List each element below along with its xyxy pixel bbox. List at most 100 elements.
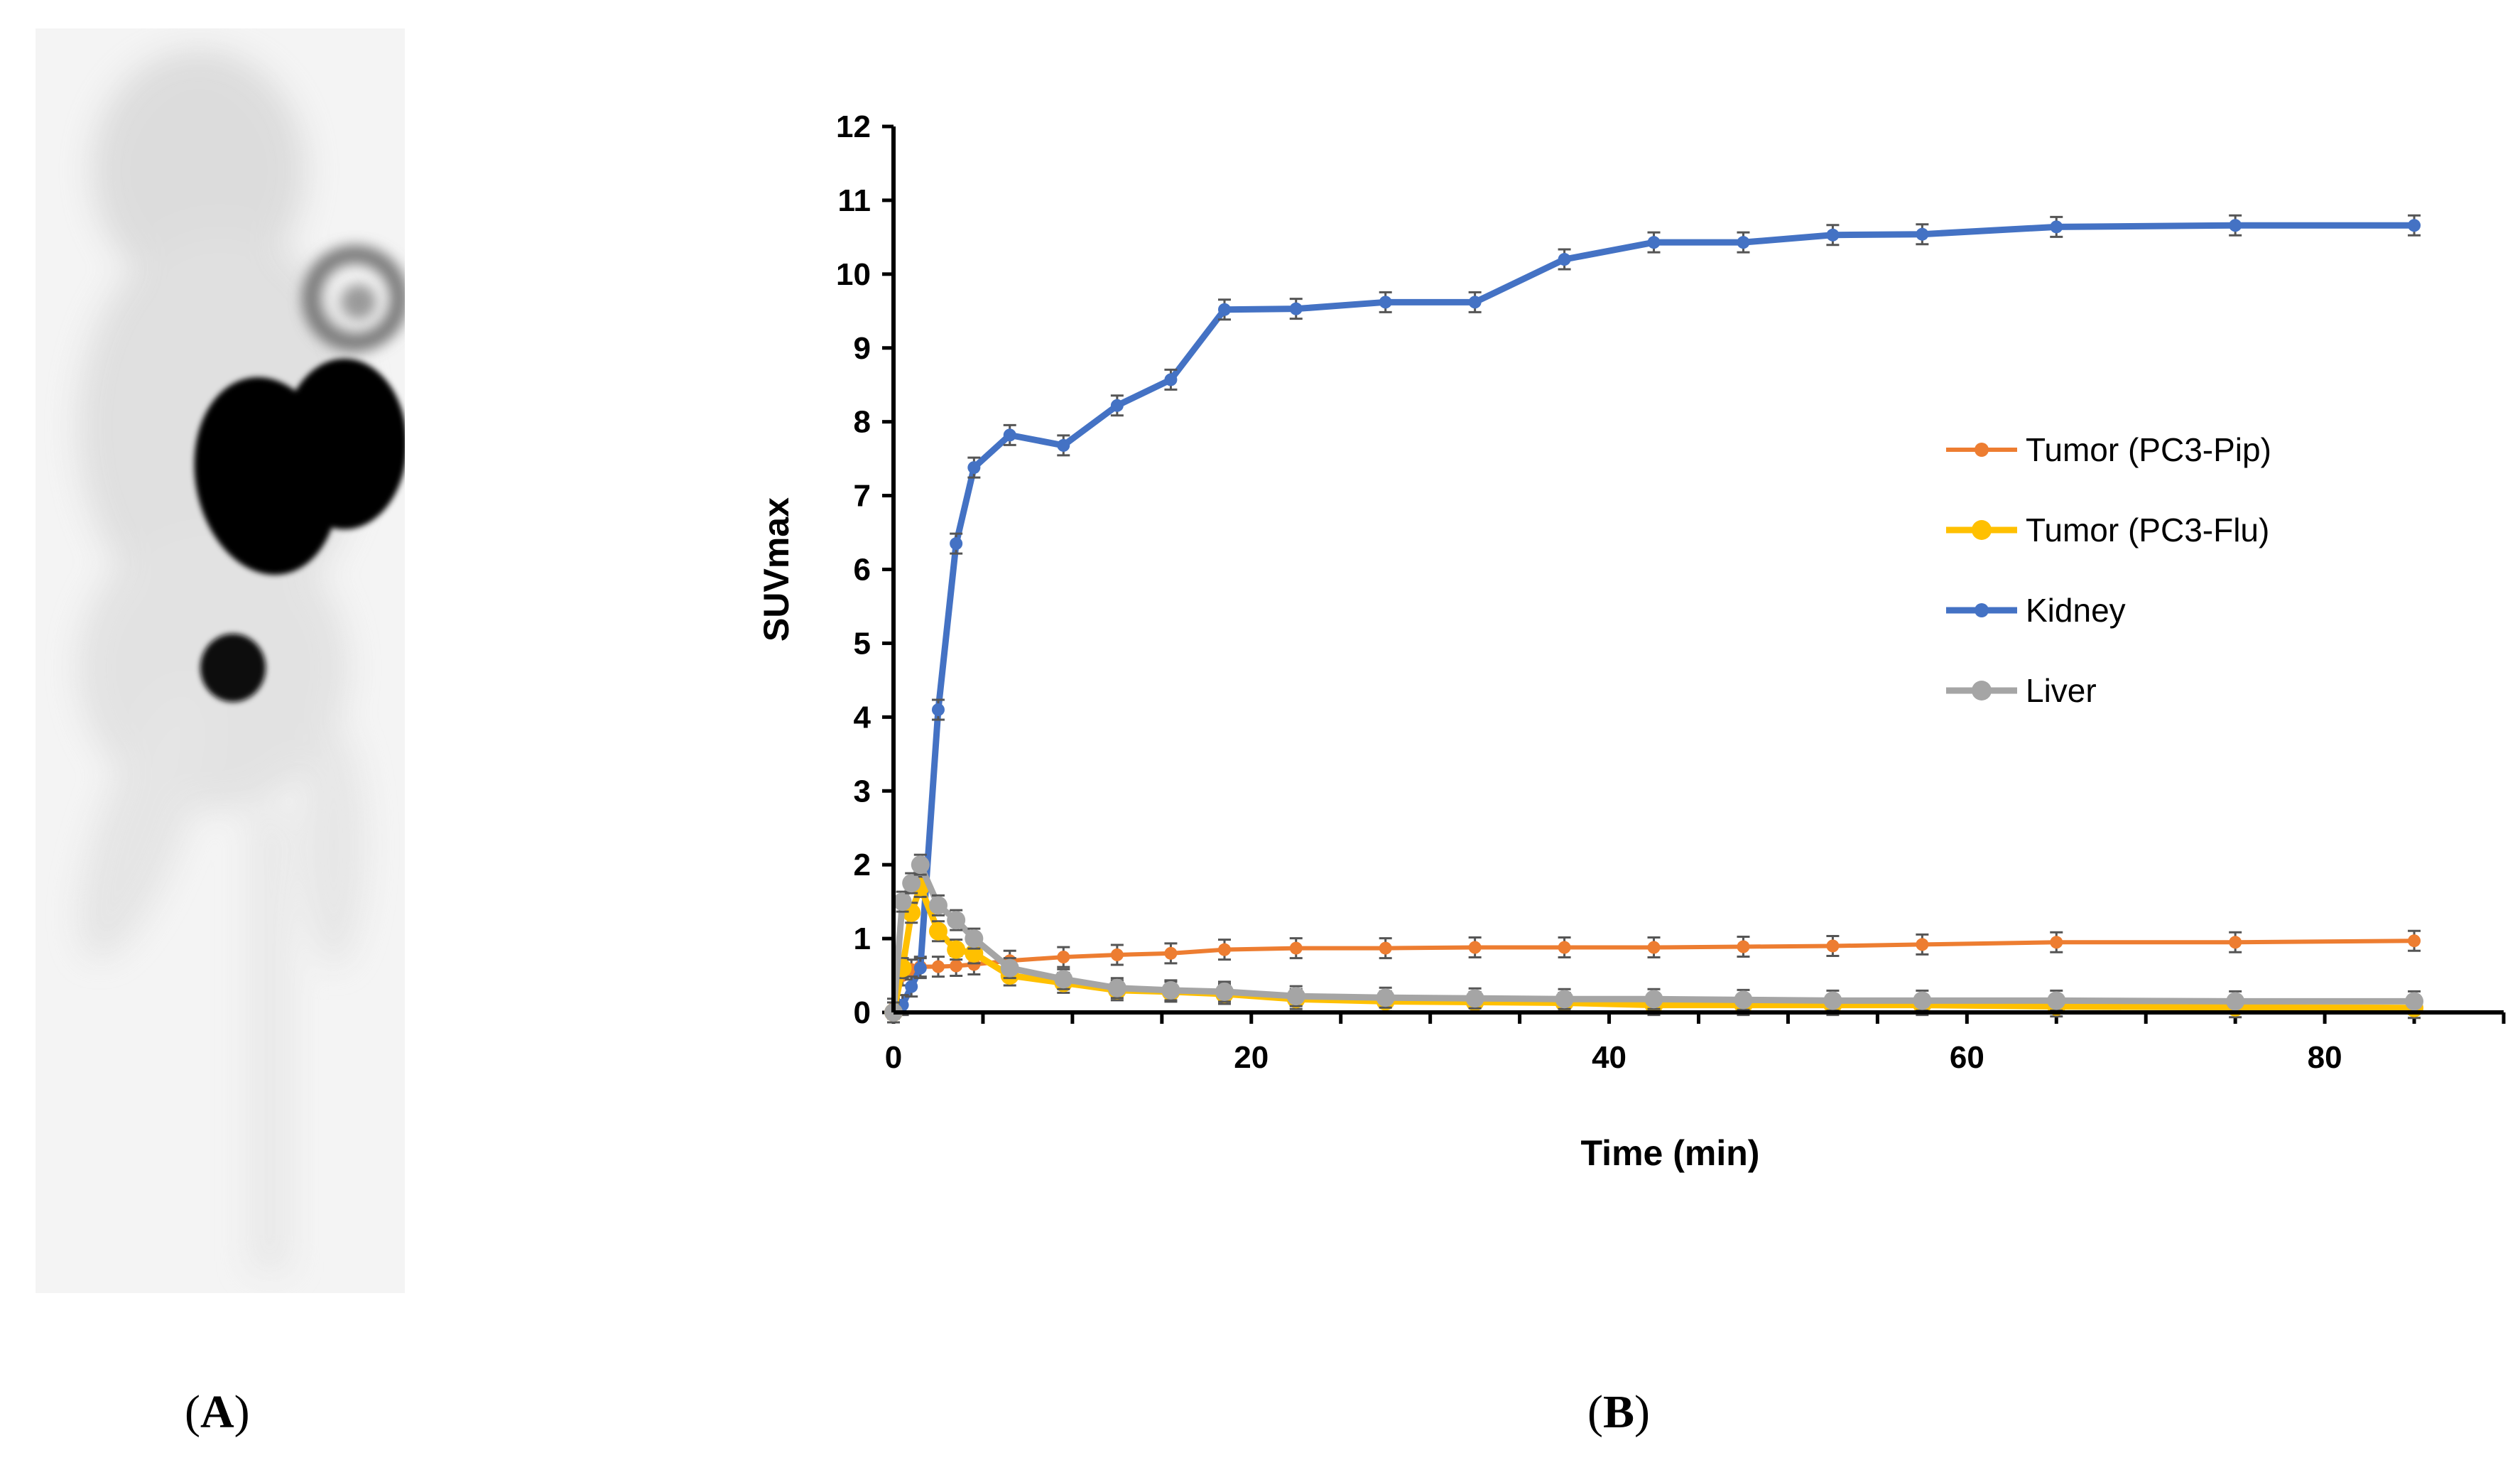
data-point: [1376, 988, 1395, 1007]
x-axis-ticks: 0 20 40 60 80: [885, 1012, 2506, 1075]
data-point: [1826, 228, 1840, 242]
data-point: [2408, 219, 2421, 232]
panel-label-b: (B): [1587, 1386, 1650, 1438]
legend-label: Liver: [2026, 672, 2097, 709]
data-point: [1644, 990, 1663, 1009]
series-liver: [884, 853, 2424, 1024]
data-point: [1737, 940, 1750, 953]
data-point: [1217, 303, 1231, 316]
x-axis-label: Time (min): [1581, 1133, 1760, 1173]
x-tick-label: 20: [1234, 1040, 1269, 1075]
data-point: [1215, 982, 1234, 1001]
series-tumor-pc3-pip: [887, 929, 2421, 1020]
data-point: [931, 703, 945, 716]
data-point: [1737, 236, 1750, 249]
legend-marker-swatch: [1972, 520, 1992, 540]
data-point: [1107, 978, 1126, 997]
data-point: [2408, 934, 2421, 948]
data-point: [1916, 938, 1929, 951]
data-point: [902, 874, 921, 893]
y-tick-label: 9: [854, 331, 871, 366]
data-point: [2229, 219, 2242, 232]
data-point: [1110, 399, 1124, 412]
data-point: [1054, 970, 1073, 989]
data-point: [1468, 296, 1482, 309]
y-tick-label: 0: [854, 995, 871, 1030]
data-point: [950, 959, 963, 973]
y-tick-label: 8: [854, 405, 871, 440]
legend-item: Tumor (PC3-Pip): [1946, 431, 2271, 468]
data-point: [2047, 991, 2066, 1010]
legend: Tumor (PC3-Pip) Tumor (PC3-Flu) Kidney Live…: [1946, 431, 2271, 709]
data-point: [2050, 936, 2063, 949]
data-point: [2050, 220, 2063, 234]
data-point: [1286, 987, 1305, 1006]
data-point: [913, 961, 927, 975]
y-tick-label: 1: [854, 921, 871, 956]
data-point: [1057, 438, 1070, 452]
legend-label: Kidney: [2026, 592, 2126, 629]
data-point: [905, 980, 918, 993]
data-point: [2226, 992, 2245, 1011]
data-point: [1823, 991, 1842, 1010]
y-tick-label: 2: [854, 848, 871, 882]
data-point: [1647, 941, 1661, 954]
legend-item: Tumor (PC3-Flu): [1946, 512, 2269, 548]
data-point: [1468, 941, 1482, 954]
data-point: [947, 911, 966, 930]
y-tick-label: 7: [854, 479, 871, 514]
series-line: [891, 222, 2415, 1015]
y-tick-label: 12: [836, 109, 871, 144]
panel-label-b-letter: B: [1602, 1386, 1635, 1438]
data-point: [947, 940, 966, 959]
data-point: [1555, 990, 1574, 1009]
legend-label: Tumor (PC3-Flu): [2026, 512, 2269, 548]
x-tick-label: 60: [1950, 1040, 1984, 1075]
pet-image-panel: [36, 28, 408, 1293]
legend-marker-swatch: [1975, 603, 1989, 617]
data-point: [2405, 992, 2424, 1011]
data-point: [1164, 946, 1178, 960]
data-point: [1164, 373, 1178, 386]
legend-marker-swatch: [1972, 681, 1992, 701]
legend-marker-swatch: [1975, 443, 1989, 457]
data-point: [911, 855, 930, 875]
data-point: [1161, 980, 1180, 1000]
data-point: [1379, 941, 1392, 955]
panel-label-a: (A): [185, 1386, 250, 1438]
y-tick-label: 5: [854, 626, 871, 661]
data-point: [1558, 253, 1571, 266]
x-tick-label: 40: [1592, 1040, 1626, 1075]
data-point: [893, 892, 912, 912]
x-tick-label: 80: [2308, 1040, 2342, 1075]
pet-scan-image: [36, 28, 408, 1293]
data-point: [1465, 989, 1484, 1008]
data-point: [1826, 939, 1840, 953]
legend-item: Kidney: [1946, 592, 2126, 629]
y-tick-label: 4: [854, 700, 871, 735]
series-group: [884, 214, 2424, 1024]
data-point: [928, 896, 947, 915]
data-point: [931, 960, 945, 973]
series-kidney: [887, 214, 2421, 1024]
data-point: [1558, 941, 1571, 954]
data-point: [1000, 958, 1019, 978]
data-point: [1647, 236, 1661, 249]
y-tick-label: 3: [854, 774, 871, 809]
data-point: [1289, 302, 1303, 315]
data-point: [1734, 990, 1753, 1010]
panel-label-a-letter: A: [200, 1386, 234, 1438]
data-point: [965, 929, 984, 948]
data-point: [1110, 948, 1124, 961]
y-tick-label: 6: [854, 553, 871, 588]
data-point: [2229, 936, 2242, 949]
data-point: [1913, 991, 1932, 1010]
data-point: [950, 537, 963, 551]
data-point: [1379, 296, 1392, 309]
y-tick-label: 10: [836, 257, 871, 292]
legend-label: Tumor (PC3-Pip): [2026, 431, 2271, 468]
x-tick-label: 0: [885, 1040, 902, 1075]
data-point: [1217, 943, 1231, 956]
